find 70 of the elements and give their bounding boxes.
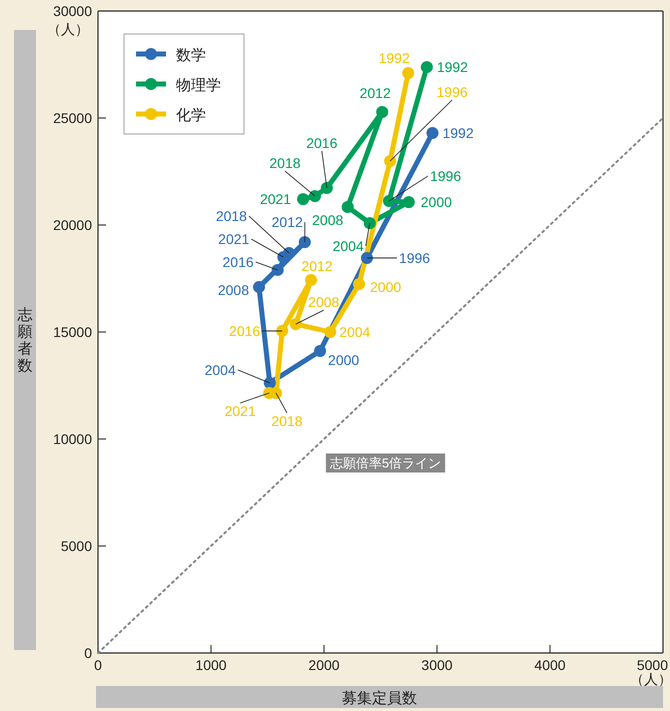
- annotation: 2021: [260, 191, 292, 208]
- point: [420, 61, 433, 74]
- x-tick-label: 4000: [534, 657, 566, 673]
- point: [305, 274, 318, 286]
- annotation: 2008: [308, 294, 340, 310]
- text: （人）: [630, 671, 670, 687]
- point: [297, 193, 310, 206]
- y-tick-label: 25000: [53, 110, 92, 126]
- point: [376, 106, 388, 118]
- point: [426, 126, 438, 139]
- text: （人）: [47, 21, 89, 37]
- x-tick-label: 3000: [421, 657, 453, 673]
- point: [308, 190, 321, 202]
- y-tick-label: 0: [84, 645, 92, 661]
- x-axis-title: 募集定員数: [342, 690, 417, 707]
- point: [364, 217, 376, 230]
- annotation: 1996: [430, 168, 462, 184]
- annotation: 2004: [339, 324, 371, 340]
- annotation: 1996: [436, 84, 468, 100]
- point: [384, 155, 396, 168]
- annotation: 2004: [204, 362, 236, 378]
- annotation: 2012: [360, 85, 391, 102]
- point: [314, 345, 326, 358]
- point: [353, 278, 366, 290]
- y-tick-label: 10000: [53, 431, 92, 447]
- point: [402, 196, 415, 208]
- point: [253, 281, 266, 294]
- point: [290, 318, 302, 330]
- annotation: 2018: [269, 155, 301, 172]
- series-label: 志願倍率5倍ライン: [330, 456, 442, 470]
- annotation: 2021: [218, 231, 250, 248]
- annotation: 2016: [222, 254, 254, 270]
- annotation: 2016: [306, 134, 338, 151]
- point: [276, 324, 288, 337]
- annotation: 2012: [272, 214, 303, 230]
- annotation: 2018: [271, 412, 303, 429]
- legend-label: 化学: [176, 107, 206, 124]
- annotation: 2000: [328, 352, 360, 368]
- annotation: 2018: [216, 208, 248, 224]
- point: [298, 236, 311, 248]
- annotation: 1992: [378, 50, 410, 66]
- y-tick-label: 15000: [53, 324, 92, 340]
- legend-label: 数学: [176, 47, 206, 64]
- x-tick-label: 5000: [636, 657, 668, 673]
- point: [272, 264, 284, 276]
- y-axis-title: 志願者数: [18, 306, 32, 374]
- y-tick-label: 30000: [53, 3, 92, 19]
- point: [320, 182, 333, 194]
- x-tick-label: 1000: [195, 657, 227, 673]
- annotation: 2012: [301, 258, 333, 274]
- y-tick-label: 5000: [60, 538, 92, 554]
- x-tick-label: 0: [94, 657, 102, 673]
- annotation: 2004: [332, 238, 364, 254]
- point: [342, 201, 354, 214]
- annotation: 1996: [398, 250, 430, 266]
- y-tick-label: 20000: [53, 217, 92, 233]
- annotation: 2021: [224, 402, 256, 419]
- annotation: 2008: [312, 212, 344, 228]
- point: [324, 326, 336, 338]
- legend-label: 物理学: [176, 77, 221, 94]
- point: [360, 252, 373, 264]
- annotation: 2000: [370, 279, 402, 296]
- annotation: 2008: [218, 282, 250, 298]
- annotation: 2016: [229, 322, 260, 339]
- annotation: 2000: [420, 194, 452, 210]
- point: [382, 195, 395, 208]
- annotation: 1992: [436, 59, 468, 76]
- point: [402, 67, 414, 80]
- annotation: 1992: [442, 124, 474, 141]
- x-tick-label: 2000: [308, 657, 340, 673]
